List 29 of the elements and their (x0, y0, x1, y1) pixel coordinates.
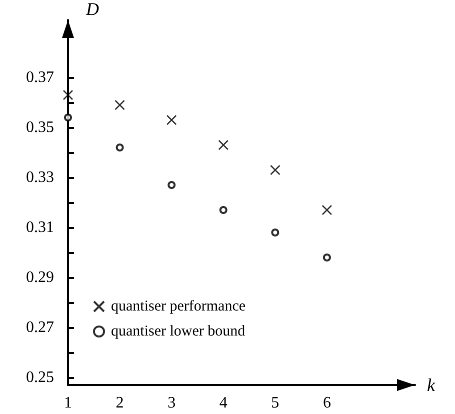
x-tick-label: 5 (271, 394, 280, 412)
point (322, 204, 332, 216)
y-axis-title: D (85, 0, 99, 19)
point (114, 100, 125, 110)
y-tick-label: 0.33 (26, 169, 54, 186)
y-tick-label: 0.31 (26, 219, 54, 236)
x-axis-title: k (427, 375, 436, 395)
x-tick-label: 3 (168, 394, 176, 412)
x-tick-label: 1 (64, 394, 72, 412)
point (64, 114, 72, 122)
point (270, 164, 280, 176)
y-tick-label: 0.25 (26, 369, 54, 386)
x-tick-label: 2 (116, 394, 124, 412)
legend-label: quantiser performance (111, 298, 246, 314)
point (219, 206, 228, 214)
point (116, 144, 124, 152)
y-tick-label: 0.35 (26, 119, 54, 136)
x-tick-label: 4 (219, 394, 228, 412)
point (168, 181, 176, 189)
point (271, 228, 280, 236)
point (322, 254, 331, 262)
point (218, 140, 229, 150)
x-tick-label: 6 (322, 394, 331, 412)
y-tick-label: 0.29 (26, 269, 54, 286)
y-tick-label: 0.27 (26, 319, 54, 336)
y-tick-label: 0.37 (26, 69, 54, 86)
point (166, 114, 177, 126)
point (62, 90, 74, 100)
legend-label: quantiser lower bound (111, 324, 246, 340)
